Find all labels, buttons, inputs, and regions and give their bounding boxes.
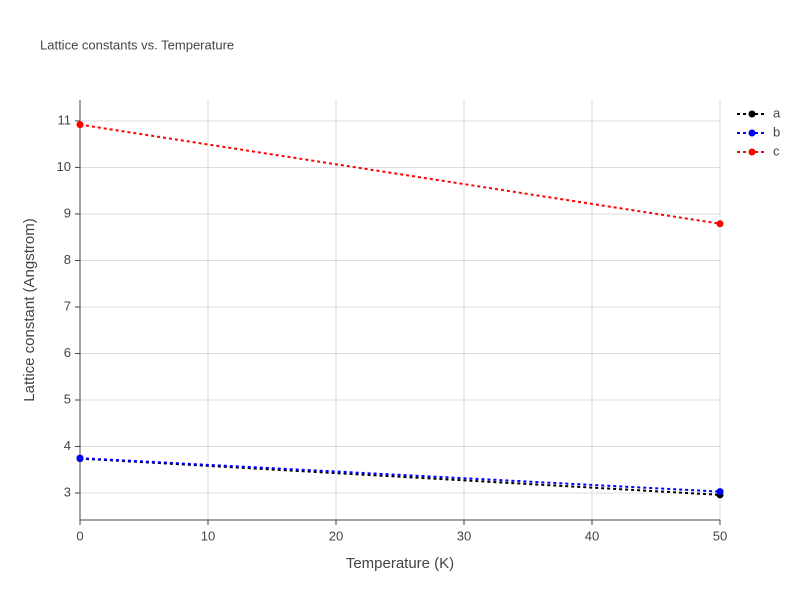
x-tick-label: 10 <box>201 528 215 543</box>
chart-title: Lattice constants vs. Temperature <box>40 37 234 52</box>
x-tick-label: 50 <box>713 528 727 543</box>
y-tick-label: 9 <box>64 205 71 220</box>
y-axis-title: Lattice constant (Angstrom) <box>21 218 38 401</box>
legend-label: b <box>773 124 780 139</box>
y-tick-label: 4 <box>64 438 71 453</box>
point <box>716 488 724 496</box>
legend-marker <box>748 129 756 137</box>
legend-label: a <box>773 105 781 120</box>
series-line <box>79 457 721 493</box>
x-tick-label: 30 <box>457 528 471 543</box>
y-tick-label: 10 <box>57 159 71 174</box>
x-tick-label: 0 <box>76 528 83 543</box>
x-tick-label: 40 <box>585 528 599 543</box>
y-tick-label: 3 <box>64 484 71 499</box>
y-tick-label: 11 <box>58 112 72 127</box>
legend-marker <box>748 110 756 118</box>
series-line <box>79 123 721 225</box>
point <box>76 454 84 462</box>
x-tick-label: 20 <box>329 528 343 543</box>
y-tick-label: 5 <box>64 391 71 406</box>
point <box>716 220 724 228</box>
y-tick-label: 6 <box>64 345 71 360</box>
series-line <box>79 457 721 496</box>
point <box>76 121 84 129</box>
y-tick-label: 7 <box>64 298 71 313</box>
y-tick-label: 8 <box>64 252 71 267</box>
legend-label: c <box>773 143 780 158</box>
legend-marker <box>748 148 756 156</box>
x-axis-title: Temperature (K) <box>346 555 454 572</box>
